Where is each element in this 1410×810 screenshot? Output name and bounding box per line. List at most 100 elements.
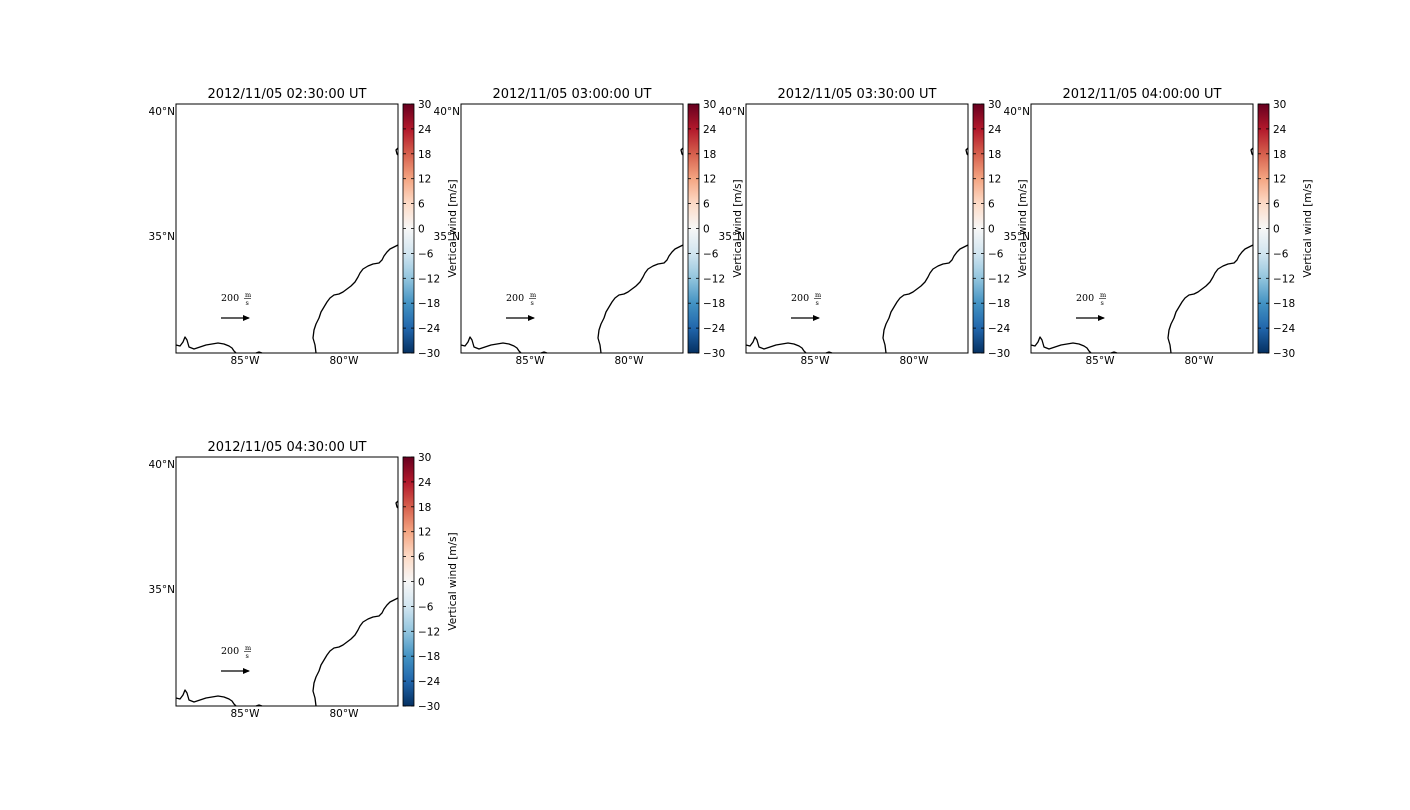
- lon-label-85w: 85°W: [516, 355, 546, 367]
- colorbar-tick-label: −24: [703, 323, 725, 335]
- panel-title: 2012/11/05 02:30:00 UT: [207, 87, 366, 102]
- map-panel-1: 2012/11/05 02:30:00 UT 200 m s 40°N 35°N…: [149, 87, 399, 367]
- colorbar-tick-label: 0: [418, 577, 425, 589]
- colorbar-tick-label: 6: [988, 199, 995, 211]
- colorbar-tick-label: −30: [418, 348, 440, 360]
- colorbar-tick-label: 24: [418, 477, 432, 489]
- colorbar-tick-label: −18: [418, 298, 440, 310]
- reference-vector-label: 200 m s: [506, 291, 536, 307]
- map-panel-4: 2012/11/05 04:00:00 UT 200 m s 40°N 35°N…: [1004, 87, 1254, 367]
- lon-label-80w: 80°W: [615, 355, 645, 367]
- lon-label-85w: 85°W: [231, 355, 261, 367]
- map-frame: [175, 456, 399, 707]
- colorbar-tick-label: 18: [988, 149, 1001, 161]
- colorbar-tick-label: 30: [1273, 99, 1286, 111]
- reference-vector-unit-num: m: [530, 291, 536, 299]
- lon-label-85w: 85°W: [801, 355, 831, 367]
- lat-label-40n: 40°N: [434, 106, 460, 118]
- colorbar-tick-label: 30: [703, 99, 716, 111]
- reference-vector-unit-num: m: [245, 644, 251, 652]
- colorbar-tick-label: −6: [418, 248, 434, 260]
- lat-label-40n: 40°N: [149, 459, 175, 471]
- colorbar-tick-label: −24: [988, 323, 1010, 335]
- lon-label-85w: 85°W: [231, 708, 261, 720]
- reference-vector-unit-num: m: [815, 291, 821, 299]
- lon-label-80w: 80°W: [1185, 355, 1215, 367]
- colorbar-tick-label: −18: [418, 651, 440, 663]
- colorbar-ticks: 30 24 18 12 6 0 −6 −12 −18 −24 −30: [688, 99, 725, 360]
- colorbar-tick-label: 18: [418, 149, 431, 161]
- colorbar-label: Vertical wind [m/s]: [732, 179, 744, 277]
- reference-vector-label: 200 m s: [221, 644, 251, 660]
- lat-label-40n: 40°N: [149, 106, 175, 118]
- colorbar-ticks: 30 24 18 12 6 0 −6 −12 −18 −24 −30: [1258, 99, 1295, 360]
- lat-label-35n: 35°N: [1004, 231, 1030, 243]
- colorbar-tick-label: 0: [418, 224, 425, 236]
- colorbar-tick-label: −12: [418, 626, 440, 638]
- colorbar-ticks: 30 24 18 12 6 0 −6 −12 −18 −24 −30: [973, 99, 1010, 360]
- colorbar-tick-label: −12: [418, 273, 440, 285]
- lat-label-40n: 40°N: [1004, 106, 1030, 118]
- colorbar-tick-label: 24: [418, 124, 432, 136]
- colorbar-tick-label: 24: [988, 124, 1002, 136]
- colorbar-tick-label: −18: [703, 298, 725, 310]
- reference-vector-value: 200: [221, 293, 239, 304]
- colorbar-tick-label: −6: [1273, 248, 1289, 260]
- lat-label-40n: 40°N: [719, 106, 745, 118]
- colorbar-2: 30 24 18 12 6 0 −6 −12 −18 −24 −30 Vertical wind […: [687, 99, 744, 360]
- coastline: [460, 147, 684, 354]
- colorbar-tick-label: 24: [703, 124, 717, 136]
- reference-vector-unit-num: m: [245, 291, 251, 299]
- lon-label-85w: 85°W: [1086, 355, 1116, 367]
- coastline: [745, 147, 969, 354]
- reference-vector-value: 200: [221, 646, 239, 657]
- colorbar-tick-label: 6: [418, 552, 425, 564]
- colorbar-5: 30 24 18 12 6 0 −6 −12 −18 −24 −30 Vertical wind […: [402, 452, 459, 713]
- lat-label-35n: 35°N: [149, 584, 175, 596]
- lat-label-35n: 35°N: [149, 231, 175, 243]
- reference-vector-unit-den: s: [246, 299, 249, 307]
- coastline: [175, 147, 399, 354]
- colorbar-label: Vertical wind [m/s]: [447, 532, 459, 630]
- colorbar-tick-label: 30: [418, 99, 431, 111]
- lat-label-35n: 35°N: [719, 231, 745, 243]
- colorbar-1: 30 24 18 12 6 0 −6 −12 −18 −24 −30 Vertical wind […: [402, 99, 459, 360]
- colorbar-tick-label: −30: [1273, 348, 1295, 360]
- colorbar-label: Vertical wind [m/s]: [1302, 179, 1314, 277]
- reference-vector-value: 200: [1076, 293, 1094, 304]
- colorbar-tick-label: 0: [988, 224, 995, 236]
- colorbar-tick-label: 18: [703, 149, 716, 161]
- colorbar-ticks: 30 24 18 12 6 0 −6 −12 −18 −24 −30: [403, 452, 440, 713]
- colorbar-tick-label: 6: [418, 199, 425, 211]
- colorbar-tick-label: −24: [418, 323, 440, 335]
- map-panel-3: 2012/11/05 03:30:00 UT 200 m s 40°N 35°N…: [719, 87, 969, 367]
- map-frame: [175, 103, 399, 354]
- map-frame: [460, 103, 684, 354]
- lon-label-80w: 80°W: [330, 708, 360, 720]
- panel-title: 2012/11/05 04:00:00 UT: [1062, 87, 1221, 102]
- colorbar-tick-label: −30: [418, 701, 440, 713]
- map-frame: [745, 103, 969, 354]
- reference-vector-value: 200: [506, 293, 524, 304]
- colorbar-4: 30 24 18 12 6 0 −6 −12 −18 −24 −30 Vertical wind […: [1257, 99, 1314, 360]
- colorbar-tick-label: 12: [418, 174, 431, 186]
- colorbar-tick-label: 18: [1273, 149, 1286, 161]
- colorbar-3: 30 24 18 12 6 0 −6 −12 −18 −24 −30 Vertical wind […: [972, 99, 1029, 360]
- colorbar-tick-label: −6: [418, 601, 434, 613]
- colorbar-tick-label: −6: [988, 248, 1004, 260]
- reference-vector-unit-den: s: [531, 299, 534, 307]
- panel-title: 2012/11/05 03:30:00 UT: [777, 87, 936, 102]
- colorbar-tick-label: 18: [418, 502, 431, 514]
- colorbar-tick-label: 30: [988, 99, 1001, 111]
- colorbar-tick-label: 0: [1273, 224, 1280, 236]
- colorbar-tick-label: 24: [1273, 124, 1287, 136]
- colorbar-tick-label: −12: [988, 273, 1010, 285]
- colorbar-tick-label: −18: [1273, 298, 1295, 310]
- colorbar-tick-label: −30: [703, 348, 725, 360]
- colorbar-tick-label: −30: [988, 348, 1010, 360]
- colorbar-label: Vertical wind [m/s]: [447, 179, 459, 277]
- colorbar-tick-label: 6: [703, 199, 710, 211]
- colorbar-tick-label: −6: [703, 248, 719, 260]
- panel-title: 2012/11/05 04:30:00 UT: [207, 440, 366, 455]
